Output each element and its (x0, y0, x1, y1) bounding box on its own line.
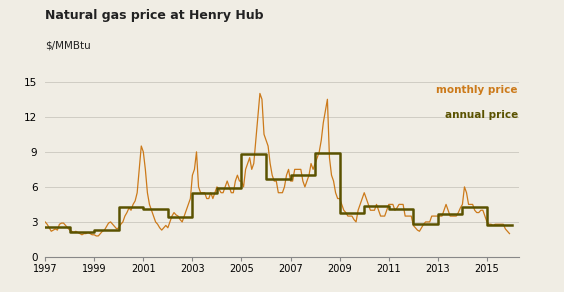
Text: monthly price: monthly price (437, 85, 518, 95)
Text: annual price: annual price (444, 110, 518, 120)
Text: Natural gas price at Henry Hub: Natural gas price at Henry Hub (45, 9, 263, 22)
Text: $/MMBtu: $/MMBtu (45, 41, 91, 51)
